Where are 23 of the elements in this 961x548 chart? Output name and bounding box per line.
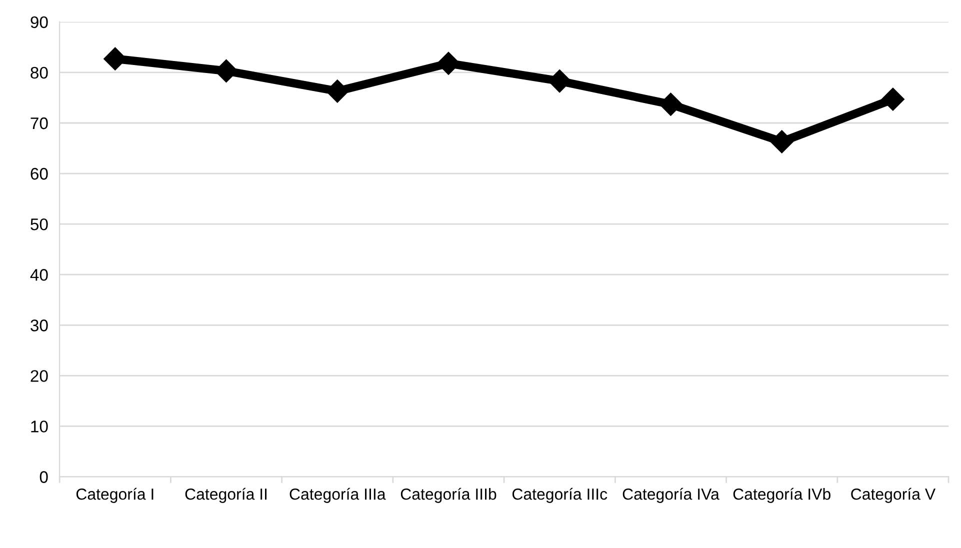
y-tick-label: 20: [30, 370, 48, 382]
x-tick-label: Categoría IIIc: [512, 488, 608, 503]
y-tick-label: 90: [30, 16, 48, 28]
y-tick-label: 10: [31, 420, 48, 432]
y-tick-label: 80: [30, 66, 48, 79]
x-tick-label: Categoría V: [851, 488, 936, 503]
x-tick-label: Categoría IVb: [733, 488, 830, 503]
x-tick-label: Categoría IVa: [622, 488, 720, 503]
x-tick-label: Categoría I: [76, 488, 154, 503]
point: [548, 70, 572, 93]
x-tick-label: Categoría IIIa: [290, 488, 386, 503]
y-tick-label: 50: [30, 218, 48, 230]
point: [436, 52, 460, 75]
x-tick-label: Categoría IIIb: [400, 488, 496, 503]
point: [881, 88, 904, 111]
point: [770, 130, 794, 154]
y-tick-label: 70: [30, 117, 48, 130]
x-tick-label: Categoría II: [185, 488, 267, 503]
point: [659, 92, 682, 116]
y-tick-label: 0: [40, 471, 48, 483]
y-tick-label: 60: [30, 168, 48, 180]
y-tick-label: 40: [30, 269, 48, 281]
y-tick-label: 30: [30, 320, 48, 332]
